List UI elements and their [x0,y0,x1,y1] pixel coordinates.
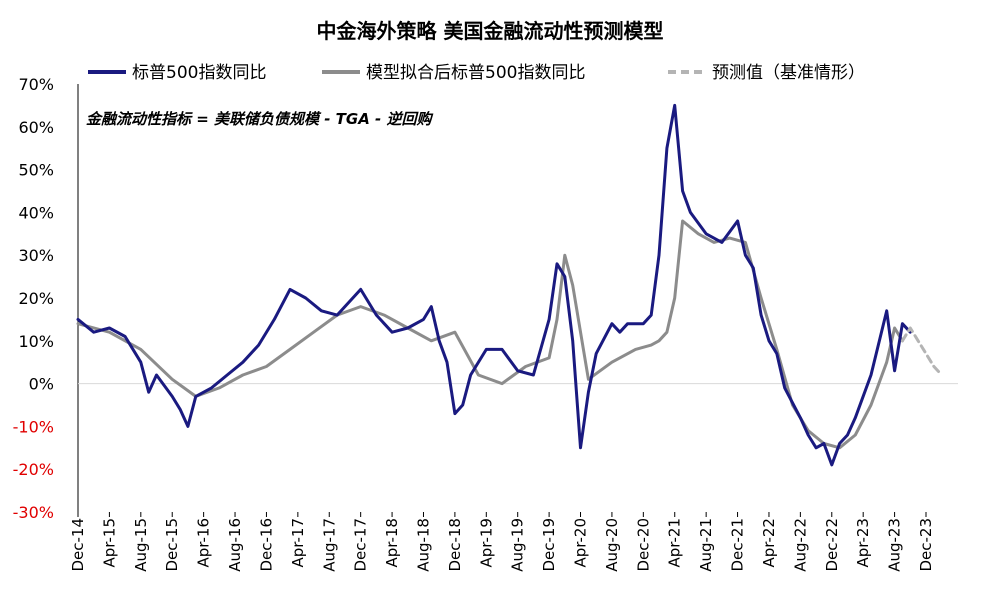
y-tick-label: 0% [29,375,54,394]
x-axis: Dec-14 Apr-15 Aug-15 Dec-15 Apr-16 Aug-16 Dec-… [69,512,935,572]
x-tick-label: Aug-19 [509,518,527,572]
x-tick-label: Aug-22 [791,518,809,572]
x-tick-label: Aug-23 [886,518,904,572]
legend-label: 标普500指数同比 [132,63,266,83]
x-tick-label: Dec-15 [163,518,181,572]
x-tick-label: Dec-22 [823,518,841,572]
y-tick-label: 40% [18,203,54,222]
chart-title: 中金海外策略 美国金融流动性预测模型 [317,19,664,43]
x-tick-label: Dec-18 [446,518,464,572]
x-tick-label: Aug-21 [697,518,715,572]
x-tick-label: Dec-14 [69,518,87,572]
x-tick-label: Apr-17 [289,518,307,568]
y-tick-label: -20% [13,460,54,479]
y-tick-label: 50% [18,161,54,180]
x-tick-label: Apr-16 [195,518,213,568]
x-tick-label: Dec-16 [257,518,275,572]
legend: 标普500指数同比 模型拟合后标普500指数同比 预测值（基准情形） [88,63,865,83]
y-tick-label: 70% [18,75,54,94]
y-tick-label: 30% [18,246,54,265]
series-line-fitted [76,219,904,450]
x-tick-label: Apr-22 [760,518,778,568]
x-tick-label: Apr-20 [572,518,590,568]
y-tick-label: 60% [18,118,54,137]
x-tick-label: Apr-21 [666,518,684,568]
y-tick-label: -30% [13,503,54,522]
y-tick-label: -10% [13,417,54,436]
legend-label: 预测值（基准情形） [712,63,865,83]
x-tick-label: Aug-16 [226,518,244,572]
x-tick-label: Aug-15 [132,518,150,572]
y-tick-label: 20% [18,289,54,308]
y-tick-label: 10% [18,332,54,351]
x-tick-label: Aug-17 [320,518,338,572]
series-group [76,103,944,467]
x-tick-label: Dec-21 [729,518,747,572]
x-tick-label: Apr-15 [100,518,118,568]
x-tick-label: Dec-23 [917,518,935,572]
x-tick-label: Apr-23 [854,518,872,568]
y-axis: 70% 60% 50% 40% 30% 20% 10% 0% -10% -20% -30% [13,75,54,522]
x-tick-label: Aug-18 [414,518,432,572]
x-tick-label: Dec-19 [540,518,558,572]
x-tick-label: Apr-19 [477,518,495,568]
x-tick-label: Apr-18 [383,518,401,568]
series-line-forecast [900,326,944,377]
x-tick-label: Dec-20 [634,518,652,572]
x-tick-label: Aug-20 [603,518,621,572]
x-tick-label: Dec-17 [352,518,370,572]
legend-label: 模型拟合后标普500指数同比 [366,63,585,83]
series-line-actual [76,103,912,467]
formula-annotation: 金融流动性指标 = 美联储负债规模 - TGA - 逆回购 [86,110,434,128]
